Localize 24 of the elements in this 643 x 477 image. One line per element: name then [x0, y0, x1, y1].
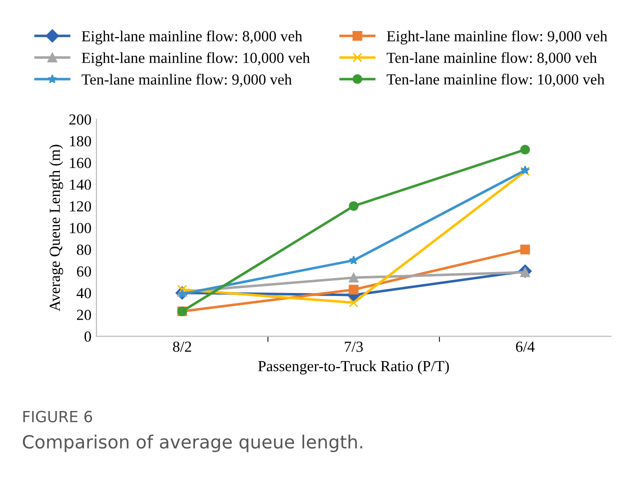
legend-label: Ten-lane mainline flow: 9,000 veh: [82, 74, 292, 87]
legend-label: Ten-lane mainline flow: 8,000 veh: [386, 52, 597, 66]
y-axis-title: Average Queue Length (m): [49, 144, 64, 312]
y-tick-label: 140: [70, 180, 92, 190]
y-tick-label: 60: [76, 266, 92, 277]
y-tick-label: 80: [76, 244, 92, 255]
y-tick-label: 0: [84, 331, 92, 342]
y-tick-label: 40: [76, 288, 92, 298]
x-axis-title: Passenger-to-Truck Ratio (P/T): [258, 360, 449, 374]
y-tick-label: 120: [70, 201, 92, 212]
legend-label: Eight-lane mainline flow: 8,000 veh: [82, 30, 302, 44]
y-tick-label: 100: [70, 222, 92, 234]
y-tick-label: 200: [69, 114, 92, 125]
legend-label: Eight-lane mainline flow: 10,000 veh: [82, 52, 310, 66]
x-tick-label: 7/3: [344, 342, 363, 352]
legend-label: Eight-lane mainline flow: 9,000 veh: [386, 30, 608, 44]
text: Comparison of average queue length.: [22, 434, 362, 452]
y-tick-label: 180: [70, 136, 92, 146]
y-tick-label: 160: [70, 158, 92, 168]
x-tick-label: 6/4: [516, 342, 535, 352]
y-tick-label: 20: [76, 310, 92, 320]
legend-label: Ten-lane mainline flow: 10,000 veh: [386, 74, 605, 87]
x-tick-label: 8/2: [173, 342, 192, 352]
caption: FIGURE 6: [23, 410, 92, 422]
